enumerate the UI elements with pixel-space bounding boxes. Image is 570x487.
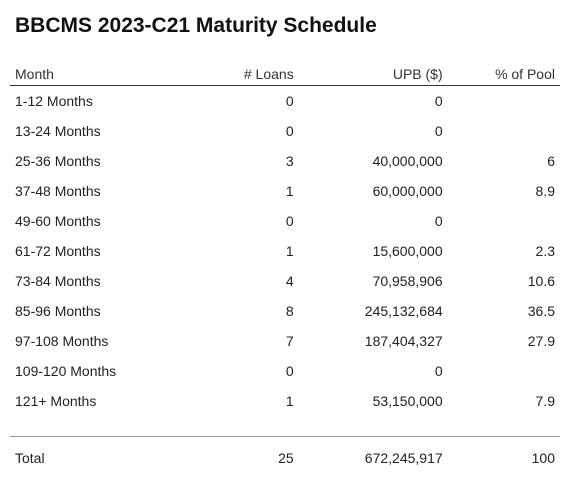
- cell-pool: 7.9: [535, 393, 555, 409]
- table-row: 109-120 Months 0 0: [10, 356, 560, 386]
- cell-month: 85-96 Months: [15, 303, 101, 319]
- cell-pool: 36.5: [527, 303, 555, 319]
- cell-upb: 245,132,684: [364, 303, 443, 319]
- cell-month: 1-12 Months: [15, 93, 93, 109]
- total-label: Total: [15, 450, 45, 466]
- cell-pool: 27.9: [527, 333, 555, 349]
- cell-pool: 10.6: [527, 273, 555, 289]
- maturity-schedule-table: Month # Loans UPB ($) % of Pool 1-12 Mon…: [10, 63, 560, 479]
- cell-loans: 1: [285, 183, 294, 199]
- cell-upb: 0: [434, 93, 443, 109]
- cell-upb: 53,150,000: [372, 393, 443, 409]
- total-upb: 672,245,917: [364, 450, 443, 466]
- cell-pool: [448, 206, 560, 236]
- cell-upb: 0: [434, 123, 443, 139]
- cell-pool: 2.3: [535, 243, 555, 259]
- total-loans: 25: [278, 450, 294, 466]
- cell-month: 49-60 Months: [15, 213, 101, 229]
- cell-month: 25-36 Months: [15, 153, 101, 169]
- column-header-upb: UPB ($): [392, 66, 443, 82]
- cell-month: 121+ Months: [15, 393, 97, 409]
- cell-month: 97-108 Months: [15, 333, 109, 349]
- table-row: 49-60 Months 0 0: [10, 206, 560, 236]
- cell-loans: 0: [285, 93, 294, 109]
- cell-loans: 0: [285, 213, 294, 229]
- total-pool: 100: [531, 450, 555, 466]
- cell-loans: 3: [285, 153, 294, 169]
- cell-upb: 0: [434, 213, 443, 229]
- cell-loans: 0: [285, 123, 294, 139]
- cell-upb: 187,404,327: [364, 333, 443, 349]
- cell-month: 13-24 Months: [15, 123, 101, 139]
- column-header-loans: # Loans: [243, 66, 294, 82]
- table-row: 61-72 Months 1 15,600,000 2.3: [10, 236, 560, 266]
- page-title: BBCMS 2023-C21 Maturity Schedule: [15, 14, 377, 37]
- cell-month: 37-48 Months: [15, 183, 101, 199]
- cell-month: 73-84 Months: [15, 273, 101, 289]
- cell-pool: [448, 356, 560, 386]
- cell-upb: 0: [434, 363, 443, 379]
- total-divider: [10, 416, 560, 437]
- cell-month: 109-120 Months: [15, 363, 117, 379]
- table-header-row: Month # Loans UPB ($) % of Pool: [10, 63, 560, 86]
- cell-pool: 6: [547, 153, 555, 169]
- cell-loans: 4: [285, 273, 294, 289]
- cell-upb: 40,000,000: [372, 153, 443, 169]
- table-row: 121+ Months 1 53,150,000 7.9: [10, 386, 560, 416]
- cell-upb: 15,600,000: [372, 243, 443, 259]
- column-header-month: Month: [15, 66, 54, 82]
- table-row: 73-84 Months 4 70,958,906 10.6: [10, 266, 560, 296]
- cell-loans: 0: [285, 363, 294, 379]
- total-row: Total 25 672,245,917 100: [10, 437, 560, 480]
- cell-pool: 8.9: [535, 183, 555, 199]
- cell-pool: [448, 86, 560, 117]
- cell-loans: 1: [285, 393, 294, 409]
- table-row: 97-108 Months 7 187,404,327 27.9: [10, 326, 560, 356]
- table-row: 37-48 Months 1 60,000,000 8.9: [10, 176, 560, 206]
- table-row: 13-24 Months 0 0: [10, 116, 560, 146]
- table-row: 85-96 Months 8 245,132,684 36.5: [10, 296, 560, 326]
- cell-loans: 7: [285, 333, 294, 349]
- cell-pool: [448, 116, 560, 146]
- cell-loans: 8: [285, 303, 294, 319]
- cell-month: 61-72 Months: [15, 243, 101, 259]
- cell-upb: 60,000,000: [372, 183, 443, 199]
- cell-loans: 1: [285, 243, 294, 259]
- table-row: 1-12 Months 0 0: [10, 86, 560, 117]
- cell-upb: 70,958,906: [372, 273, 443, 289]
- column-header-pool: % of Pool: [495, 66, 555, 82]
- table-row: 25-36 Months 3 40,000,000 6: [10, 146, 560, 176]
